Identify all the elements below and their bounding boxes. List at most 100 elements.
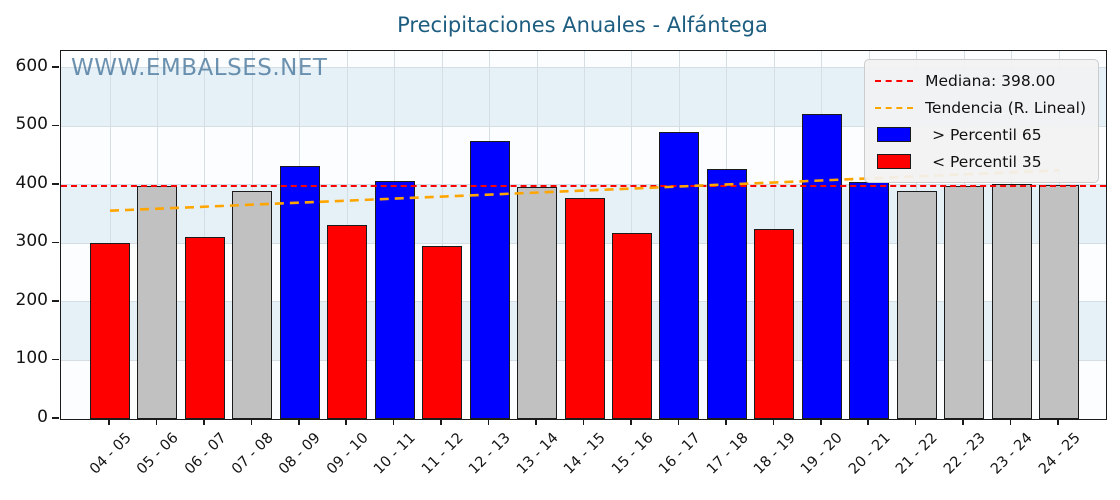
bar-06-07 (184, 237, 225, 419)
watermark: WWW.EMBALSES.NET (71, 55, 328, 81)
x-tick-label-16-17: 16 - 17 (656, 430, 704, 478)
legend-below-label: < Percentil 35 (932, 152, 1042, 171)
x-tick (772, 419, 775, 425)
bar-14-15 (564, 197, 605, 419)
y-tick-label-100: 100 (15, 348, 48, 369)
x-tick-label-11-12: 11 - 12 (418, 430, 467, 478)
bar-21-22 (896, 190, 937, 419)
x-tick-label-17-18: 17 - 18 (703, 430, 752, 478)
h-gridline (61, 125, 1106, 127)
x-tick (250, 419, 253, 425)
x-tick (867, 419, 869, 425)
x-tick (440, 419, 442, 425)
y-tick (52, 124, 59, 127)
bar-17-18 (706, 169, 747, 419)
bar-11-12 (422, 246, 463, 419)
legend-median-label: Mediana: 398.00 (925, 71, 1056, 90)
x-tick (1057, 419, 1059, 425)
median-dash-icon (875, 79, 914, 82)
x-tick (630, 419, 632, 425)
x-tick (962, 419, 964, 425)
bar-20-21 (849, 182, 890, 419)
x-tick (535, 419, 537, 425)
legend-row-below: < Percentil 35 (875, 148, 1086, 175)
h-gridline (61, 67, 1106, 69)
bar-04-05 (90, 243, 130, 419)
y-tick (52, 417, 59, 419)
v-gridline (204, 51, 206, 419)
bar-10-11 (374, 181, 415, 419)
bar-08-09 (279, 165, 320, 419)
bar-05-06 (137, 186, 178, 419)
y-tick (52, 66, 59, 68)
x-tick-label-13-14: 13 - 14 (513, 430, 562, 478)
bar-15-16 (611, 232, 652, 419)
x-tick-label-19-20: 19 - 20 (798, 430, 847, 478)
y-tick-label-0: 0 (37, 407, 48, 427)
x-tick-label-04-05: 04 - 05 (86, 430, 135, 478)
x-tick-label-10-11: 10 - 11 (371, 430, 420, 478)
x-tick (487, 419, 490, 425)
x-tick (914, 419, 917, 425)
bar-13-14 (517, 186, 558, 419)
x-axis-labels: 04 - 05 05 - 06 06 - 07 07 - 08 08 - 09 09 - … (60, 424, 1105, 500)
y-tick (52, 183, 59, 185)
x-tick-label-07-08: 07 - 08 (229, 430, 277, 478)
x-tick (725, 419, 727, 425)
x-tick (298, 419, 300, 425)
v-gridline (109, 51, 111, 419)
y-tick-label-200: 200 (15, 289, 48, 310)
x-tick (819, 419, 822, 425)
y-tick-label-300: 300 (15, 231, 48, 252)
x-tick-label-14-15: 14 - 15 (561, 430, 609, 478)
x-tick (392, 419, 395, 425)
legend: Mediana: 398.00 Tendencia (R. Lineal) > … (864, 59, 1099, 183)
bar-07-08 (232, 191, 273, 419)
x-tick (1009, 419, 1012, 425)
bar-22-23 (944, 186, 985, 419)
y-tick-label-600: 600 (15, 55, 48, 76)
v-gridline (441, 51, 443, 419)
x-tick-label-20-21: 20 - 21 (845, 430, 894, 478)
legend-row-above: > Percentil 65 (875, 121, 1086, 148)
y-tick (52, 358, 59, 361)
x-tick-label-06-07: 06 - 07 (181, 430, 230, 478)
bar-18-19 (754, 228, 795, 419)
x-tick-label-23-24: 23 - 24 (988, 430, 1036, 478)
red-swatch-icon (875, 154, 913, 169)
bar-24-25 (1039, 184, 1079, 419)
legend-row-median: Mediana: 398.00 (875, 67, 1086, 94)
x-tick-label-18-19: 18 - 19 (750, 430, 799, 478)
bar-23-24 (991, 183, 1032, 419)
blue-swatch-icon (875, 127, 913, 142)
y-tick (52, 300, 59, 302)
x-tick (582, 419, 585, 425)
x-tick (155, 419, 158, 425)
legend-trend-label: Tendencia (R. Lineal) (925, 98, 1086, 117)
x-tick-label-24-25: 24 - 25 (1035, 430, 1084, 478)
trend-line (109, 169, 1060, 213)
plot-area: WWW.EMBALSES.NET Mediana: 398.00 Tendenc… (60, 50, 1107, 420)
bar-09-10 (327, 225, 368, 419)
trend-dash-icon (875, 106, 914, 109)
bar-16-17 (659, 131, 700, 419)
x-tick-label-05-06: 05 - 06 (134, 430, 182, 478)
x-tick-label-12-13: 12 - 13 (466, 430, 514, 478)
legend-row-trend: Tendencia (R. Lineal) (875, 94, 1086, 121)
x-tick-label-08-09: 08 - 09 (276, 430, 325, 478)
y-tick-label-400: 400 (15, 172, 48, 193)
x-tick (203, 419, 205, 425)
bar-12-13 (469, 140, 510, 419)
x-tick-label-15-16: 15 - 16 (608, 430, 657, 478)
x-tick-label-09-10: 09 - 10 (323, 430, 372, 478)
background-band (61, 51, 1106, 68)
x-tick-label-21-22: 21 - 22 (893, 430, 941, 478)
x-tick (677, 419, 680, 425)
x-tick (345, 419, 348, 425)
x-tick (108, 419, 110, 425)
legend-above-label: > Percentil 65 (932, 125, 1042, 144)
chart-title: Precipitaciones Anuales - Alfántega (397, 13, 768, 37)
bar-19-20 (801, 113, 842, 419)
y-tick (52, 241, 59, 244)
